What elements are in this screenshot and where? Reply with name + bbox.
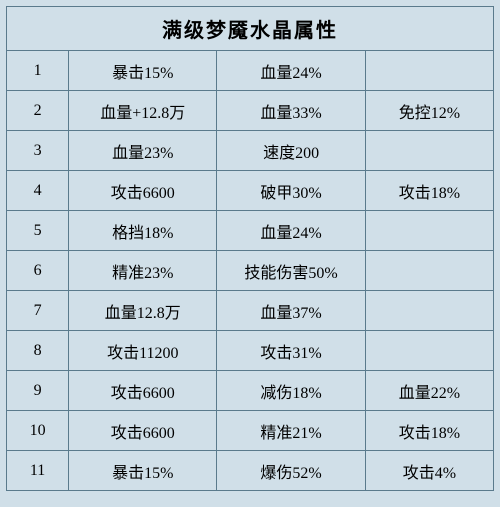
table-cell-index: 11 [7, 451, 69, 491]
crystal-attributes-table: 满级梦魇水晶属性 1暴击15%血量24%2血量+12.8万血量33%免控12%3… [6, 6, 494, 491]
table-row: 7血量12.8万血量37% [7, 291, 494, 331]
table-cell-index: 9 [7, 371, 69, 411]
table-row: 4攻击6600破甲30%攻击18% [7, 171, 494, 211]
table-cell-c [365, 131, 493, 171]
table-cell-c: 血量22% [365, 371, 493, 411]
table-cell-c [365, 291, 493, 331]
table-cell-b: 精准21% [217, 411, 365, 451]
table-row: 6精准23%技能伤害50% [7, 251, 494, 291]
table-cell-index: 10 [7, 411, 69, 451]
table-cell-b: 攻击31% [217, 331, 365, 371]
table-row: 11暴击15%爆伤52%攻击4% [7, 451, 494, 491]
table-cell-b: 血量24% [217, 211, 365, 251]
table-cell-c: 攻击18% [365, 171, 493, 211]
table-cell-a: 格挡18% [69, 211, 217, 251]
table-cell-index: 7 [7, 291, 69, 331]
table-cell-c: 攻击4% [365, 451, 493, 491]
table-cell-b: 破甲30% [217, 171, 365, 211]
table-body: 1暴击15%血量24%2血量+12.8万血量33%免控12%3血量23%速度20… [7, 51, 494, 491]
table-cell-a: 攻击6600 [69, 371, 217, 411]
table-title: 满级梦魇水晶属性 [7, 7, 494, 51]
table-cell-b: 技能伤害50% [217, 251, 365, 291]
table-cell-a: 攻击11200 [69, 331, 217, 371]
table-cell-b: 血量37% [217, 291, 365, 331]
table-cell-a: 血量12.8万 [69, 291, 217, 331]
table-cell-index: 8 [7, 331, 69, 371]
table-cell-index: 4 [7, 171, 69, 211]
table-cell-b: 速度200 [217, 131, 365, 171]
table-title-row: 满级梦魇水晶属性 [7, 7, 494, 51]
table-cell-a: 攻击6600 [69, 171, 217, 211]
table-cell-index: 2 [7, 91, 69, 131]
table-cell-b: 爆伤52% [217, 451, 365, 491]
table-row: 3血量23%速度200 [7, 131, 494, 171]
table-cell-a: 攻击6600 [69, 411, 217, 451]
table-cell-index: 3 [7, 131, 69, 171]
table-row: 9攻击6600减伤18%血量22% [7, 371, 494, 411]
table-cell-a: 暴击15% [69, 451, 217, 491]
table-row: 8攻击11200攻击31% [7, 331, 494, 371]
table-cell-index: 6 [7, 251, 69, 291]
table-cell-index: 1 [7, 51, 69, 91]
table-cell-index: 5 [7, 211, 69, 251]
table-cell-b: 血量24% [217, 51, 365, 91]
table-cell-a: 血量+12.8万 [69, 91, 217, 131]
table-cell-c [365, 51, 493, 91]
table-cell-c [365, 211, 493, 251]
table-row: 1暴击15%血量24% [7, 51, 494, 91]
table-row: 2血量+12.8万血量33%免控12% [7, 91, 494, 131]
table-row: 5格挡18%血量24% [7, 211, 494, 251]
table-cell-b: 血量33% [217, 91, 365, 131]
table-cell-a: 血量23% [69, 131, 217, 171]
table-cell-b: 减伤18% [217, 371, 365, 411]
crystal-attributes-table-container: 满级梦魇水晶属性 1暴击15%血量24%2血量+12.8万血量33%免控12%3… [6, 6, 494, 491]
table-cell-c: 攻击18% [365, 411, 493, 451]
table-cell-a: 精准23% [69, 251, 217, 291]
table-cell-a: 暴击15% [69, 51, 217, 91]
table-cell-c [365, 251, 493, 291]
table-row: 10攻击6600精准21%攻击18% [7, 411, 494, 451]
table-cell-c: 免控12% [365, 91, 493, 131]
table-cell-c [365, 331, 493, 371]
